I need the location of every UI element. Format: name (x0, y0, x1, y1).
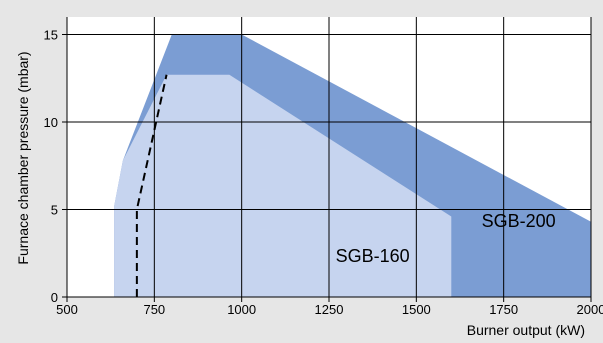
annotation-label: SGB-200 (482, 211, 556, 231)
y-tick-label: 5 (51, 203, 58, 218)
y-tick-label: 15 (44, 28, 58, 43)
x-tick-label: 500 (56, 302, 78, 317)
x-tick-label: 1250 (315, 302, 344, 317)
x-tick-labels: 500 750 1000 1250 1500 1750 2000 (56, 297, 603, 317)
annotation-labels: SGB-200 SGB-160 (336, 211, 556, 266)
x-axis-label: Burner output (kW) (467, 322, 585, 338)
x-tick-label: 1000 (227, 302, 256, 317)
x-tick-label: 750 (143, 302, 165, 317)
y-axis-label: Furnace chamber pressure (mbar) (15, 51, 31, 264)
x-tick-label: 1750 (489, 302, 518, 317)
area-sgb-160 (114, 74, 452, 297)
operating-areas (114, 34, 591, 297)
y-tick-label: 10 (44, 115, 58, 130)
boundary-dashed-line (135, 74, 168, 297)
annotation-label: SGB-160 (336, 246, 410, 266)
y-tick-label: 0 (51, 290, 58, 305)
y-tick-labels: 0 5 10 15 (44, 28, 67, 305)
x-tick-label: 2000 (577, 302, 603, 317)
x-tick-label: 1500 (402, 302, 431, 317)
grid (67, 17, 592, 297)
boundary-line-group (135, 74, 168, 297)
